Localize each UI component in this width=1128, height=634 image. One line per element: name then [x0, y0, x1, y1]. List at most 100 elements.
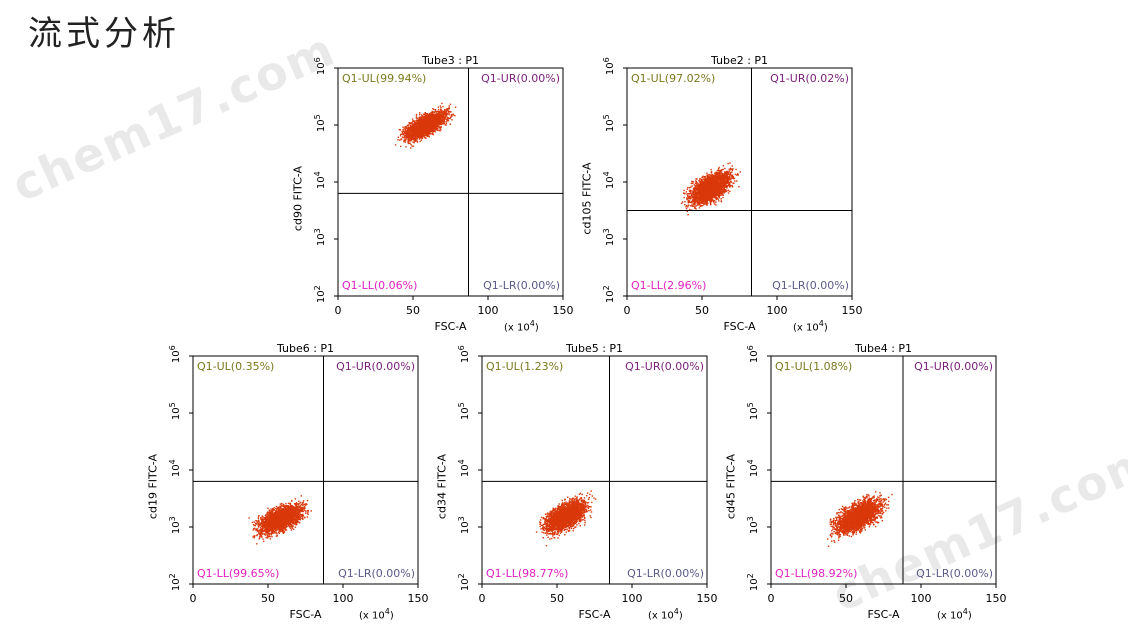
event-dot — [429, 113, 431, 116]
event-dot — [432, 127, 435, 129]
event-dot — [447, 117, 449, 120]
event-dot — [686, 193, 688, 195]
event-dot — [713, 192, 716, 194]
event-dot — [724, 171, 726, 173]
event-dot — [416, 130, 419, 133]
event-dot — [430, 121, 432, 123]
event-dot — [706, 191, 709, 193]
event-dot — [421, 124, 423, 127]
event-dot — [692, 192, 695, 194]
x-tick-label: 100 — [477, 304, 499, 317]
event-dot — [417, 130, 419, 132]
event-dot — [716, 177, 718, 180]
event-dot — [717, 193, 719, 195]
event-dot — [700, 181, 703, 184]
event-dot — [430, 112, 432, 114]
y-tick-label: 106 — [313, 57, 327, 75]
event-dot — [712, 186, 715, 188]
event-dot — [723, 189, 725, 191]
event-dot — [404, 131, 406, 133]
event-dot — [448, 114, 450, 116]
event-dot — [425, 119, 428, 121]
event-dot — [721, 172, 723, 174]
event-dot — [682, 201, 684, 203]
event-dot — [416, 138, 419, 140]
event-dot — [711, 174, 713, 177]
event-dot — [421, 114, 423, 116]
event-dot — [704, 191, 706, 193]
event-dot — [724, 174, 726, 176]
event-dot — [447, 117, 449, 119]
event-dot — [728, 170, 731, 172]
event-dot — [694, 197, 696, 199]
event-dot — [433, 121, 435, 123]
event-dot — [695, 208, 697, 210]
event-dot — [421, 120, 424, 122]
event-dot — [731, 176, 733, 178]
event-dot — [697, 204, 699, 206]
event-dot — [696, 182, 698, 184]
event-dot — [711, 188, 713, 190]
event-dot — [419, 132, 421, 135]
event-dot — [404, 139, 406, 141]
event-dot — [432, 128, 434, 130]
event-dot — [696, 201, 699, 203]
event-dot — [445, 113, 448, 115]
event-dot — [705, 191, 708, 193]
event-dot — [436, 128, 439, 130]
event-dot — [732, 176, 734, 179]
event-dot — [427, 115, 429, 117]
event-dot — [702, 196, 704, 198]
event-dot — [693, 184, 695, 186]
event-dot — [428, 117, 430, 120]
event-dot — [410, 128, 412, 130]
event-dot — [410, 143, 412, 146]
event-dot — [401, 136, 404, 138]
event-dot — [426, 121, 428, 123]
event-dot — [417, 131, 420, 134]
scatter-svg — [623, 67, 853, 300]
event-dot — [421, 121, 423, 123]
event-dot — [399, 139, 401, 141]
event-dot — [411, 132, 413, 135]
event-dot — [440, 119, 442, 122]
event-dot — [413, 126, 415, 128]
event-dot — [706, 201, 708, 203]
event-dot — [418, 133, 421, 135]
event-dot — [444, 124, 447, 126]
event-dot — [407, 140, 409, 143]
event-dot — [443, 110, 445, 113]
event-dot — [724, 172, 726, 174]
event-dot — [419, 140, 421, 143]
event-dot — [685, 191, 688, 193]
event-dot — [407, 142, 410, 145]
event-dot — [436, 115, 438, 118]
event-dot — [726, 179, 728, 182]
event-dot — [447, 110, 450, 112]
event-dot — [703, 197, 705, 200]
event-dot — [692, 197, 695, 199]
event-dot — [443, 122, 445, 124]
event-dot — [728, 184, 731, 186]
event-dot — [724, 182, 727, 185]
event-dot — [444, 118, 447, 120]
event-dot — [409, 136, 412, 139]
event-dot — [400, 145, 402, 148]
event-dot — [408, 128, 410, 130]
event-dot — [421, 133, 423, 135]
event-dot — [420, 135, 422, 138]
event-dot — [425, 118, 427, 120]
event-dot — [423, 127, 426, 129]
event-dot — [442, 123, 444, 125]
x-scale-text: (x 10 — [504, 322, 530, 334]
event-dot — [439, 122, 441, 124]
event-dot — [440, 129, 442, 131]
event-dot — [410, 125, 412, 128]
event-dot — [405, 127, 408, 130]
event-dot — [445, 121, 448, 123]
event-dot — [716, 197, 718, 199]
event-dot — [413, 131, 415, 134]
event-dot — [425, 126, 428, 128]
event-dot — [724, 167, 726, 170]
event-dot — [436, 114, 439, 117]
